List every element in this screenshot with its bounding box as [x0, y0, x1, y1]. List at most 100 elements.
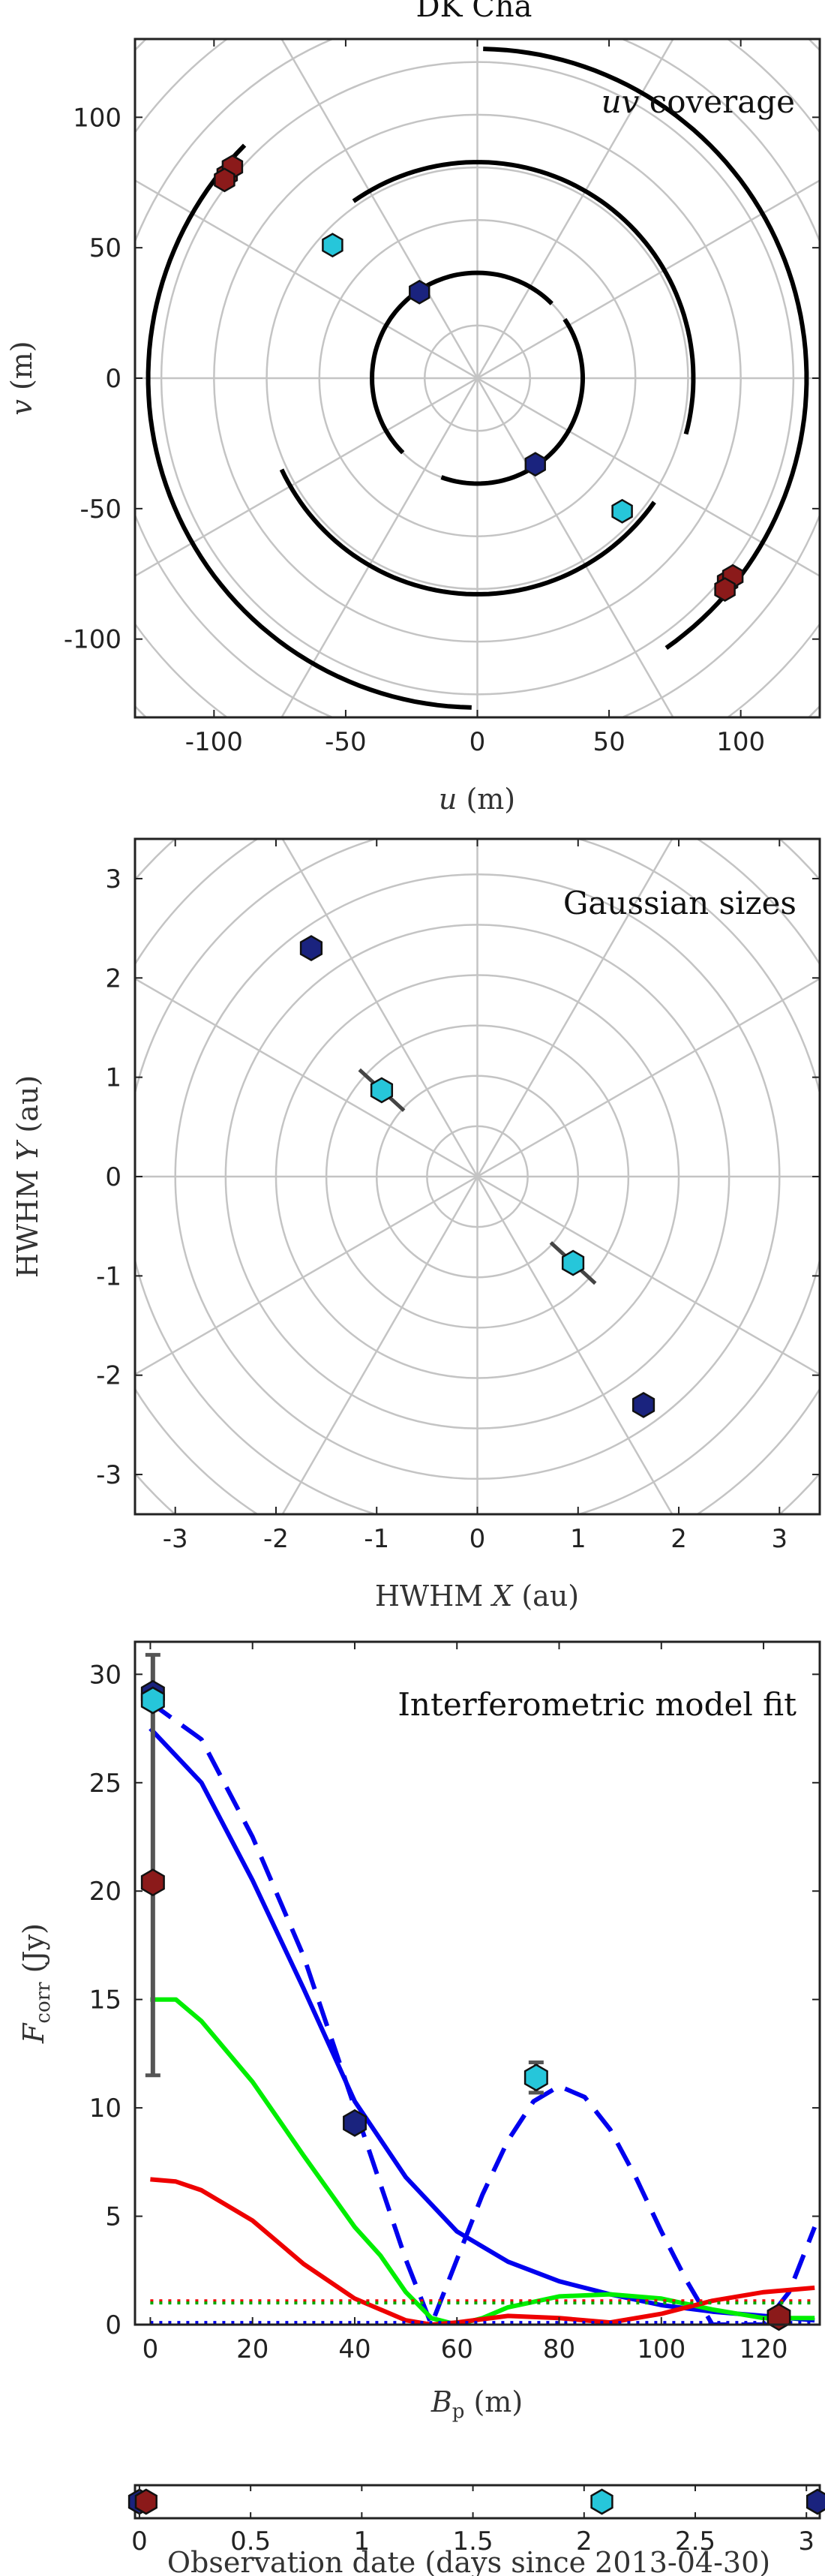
y-tick-label: 20 [89, 1877, 122, 1907]
annotation-uv: uv [602, 83, 640, 120]
y-axis-label: Fcorr (Jy) [17, 1923, 55, 2044]
axis-ticks: -100 -50 0 50 100 -100 -50 0 50 100 [64, 39, 820, 757]
y-tick-label: 15 [89, 1985, 122, 2015]
y-tick-label: 1 [105, 1063, 122, 1093]
axis-ticks: 0 0.5 1 1.5 2 2.5 3 [131, 2485, 814, 2556]
x-axis-unit: (m) [457, 783, 515, 816]
observation-date-panel: 0 0.5 1 1.5 2 2.5 3 Observation date (days sin… [128, 2484, 825, 2576]
x-tick-label: 2.5 [675, 2526, 716, 2556]
y-tick-label: 50 [89, 233, 122, 263]
y-tick-label: 0 [105, 364, 122, 394]
grid-spoke [135, 977, 820, 1376]
y-tick-label: 100 [73, 103, 122, 133]
x-axis-symbol: B [430, 2385, 452, 2418]
x-axis-prefix: HWHM [375, 1580, 492, 1613]
x-tick-label: 2 [670, 1524, 687, 1554]
x-tick-label: 100 [716, 727, 765, 757]
uv-point [409, 279, 430, 305]
uv-point [524, 452, 546, 477]
uv-track [483, 47, 809, 651]
x-tick-label: 120 [740, 2334, 788, 2364]
size-points [299, 935, 656, 1418]
uv-track [279, 468, 656, 597]
uv-track [146, 143, 472, 710]
date-point [134, 2488, 158, 2515]
x-tick-label: 50 [592, 727, 625, 757]
y-axis-unit: (m) [5, 341, 38, 399]
y-axis-label: v (m) [5, 341, 38, 415]
y-tick-label: -1 [96, 1261, 122, 1291]
uv-tracks [146, 47, 809, 710]
size-point [299, 935, 323, 962]
grid-ring [135, 39, 820, 717]
grid-lines [135, 839, 820, 1514]
x-tick-label: 1.5 [453, 2526, 494, 2556]
date-points [128, 2488, 825, 2515]
y-axis-symbol: Y [11, 1139, 44, 1161]
x-tick-label: 1 [570, 1524, 586, 1554]
measured-point [140, 1868, 165, 1897]
x-axis-symbol: X [490, 1580, 514, 1613]
y-tick-label: -50 [80, 494, 122, 525]
x-tick-label: 80 [543, 2334, 575, 2364]
x-axis-label: HWHM X (au) [375, 1580, 579, 1613]
y-tick-label: 25 [89, 1769, 122, 1799]
x-tick-label: 3 [771, 1524, 788, 1554]
x-tick-label: 20 [236, 2334, 268, 2364]
chart-title: DK Cha [416, 0, 532, 24]
x-tick-label: 0 [470, 727, 486, 757]
x-tick-label: 3 [798, 2526, 814, 2556]
y-tick-label: 10 [89, 2094, 122, 2124]
uv-track [370, 270, 554, 455]
y-tick-label: 30 [89, 1660, 122, 1690]
axis-ticks: -3 -2 -1 0 1 2 3 -3 -2 -1 0 1 2 3 [96, 839, 820, 1554]
axis-ticks: 0 20 40 60 80 100 120 0 5 10 15 20 25 30 [89, 1642, 820, 2364]
gaussian-sizes-annotation: Gaussian sizes [563, 885, 796, 921]
model-fit-panel: 0 20 40 60 80 100 120 0 5 10 15 20 25 30 Interferomet… [17, 1640, 821, 2423]
x-tick-label: 0 [131, 2526, 148, 2556]
x-axis-label: Bp (m) [430, 2385, 523, 2423]
model-fit-annotation: Interferometric model fit [398, 1686, 796, 1723]
plot-frame [134, 1640, 821, 2326]
y-axis-prefix: HWHM [11, 1161, 44, 1278]
size-point [370, 1077, 394, 1104]
uv-points [214, 154, 744, 603]
x-tick-label: 100 [637, 2334, 686, 2364]
x-axis-unit: (au) [512, 1580, 579, 1613]
x-tick-label: 60 [441, 2334, 473, 2364]
x-tick-label: -50 [325, 727, 367, 757]
y-axis-label: HWHM Y (au) [11, 1075, 44, 1278]
gaussian-sizes-panel: -3 -2 -1 0 1 2 3 -3 -2 -1 0 1 2 3 Gaussian sizes HWHM… [11, 837, 821, 1613]
y-tick-label: -3 [96, 1460, 122, 1490]
x-tick-label: -1 [364, 1524, 389, 1554]
x-axis-label: Observation date (days since 2013-04-30) [167, 2546, 770, 2576]
y-axis-subscript: corr [32, 1982, 55, 2024]
model-curve [148, 1727, 815, 2323]
x-tick-label: 0 [142, 2334, 159, 2364]
uv-point [714, 577, 736, 603]
x-tick-label: 2 [576, 2526, 592, 2556]
measured-points [140, 1652, 791, 2331]
date-point [806, 2488, 825, 2515]
grid-spoke [280, 39, 674, 717]
x-tick-label: 0 [470, 1524, 486, 1554]
model-curve [150, 1997, 815, 2325]
polar-grid [135, 839, 820, 1514]
grid-spoke [135, 179, 820, 578]
x-tick-label: -100 [185, 727, 243, 757]
uv-track [352, 160, 696, 435]
x-tick-label: 1 [354, 2526, 370, 2556]
date-point [590, 2488, 614, 2515]
grid-spoke [280, 39, 674, 717]
x-tick-label: 0.5 [230, 2526, 271, 2556]
x-axis-label: u (m) [439, 783, 515, 816]
y-axis-symbol: v [5, 399, 38, 416]
uv-coverage-annotation: uv coverage [602, 83, 795, 120]
measured-point [343, 2109, 367, 2137]
timeline-frame [134, 2484, 821, 2520]
y-tick-label: 0 [105, 2310, 122, 2340]
y-axis-unit: (Jy) [17, 1923, 50, 1982]
y-tick-label: -2 [96, 1361, 122, 1391]
